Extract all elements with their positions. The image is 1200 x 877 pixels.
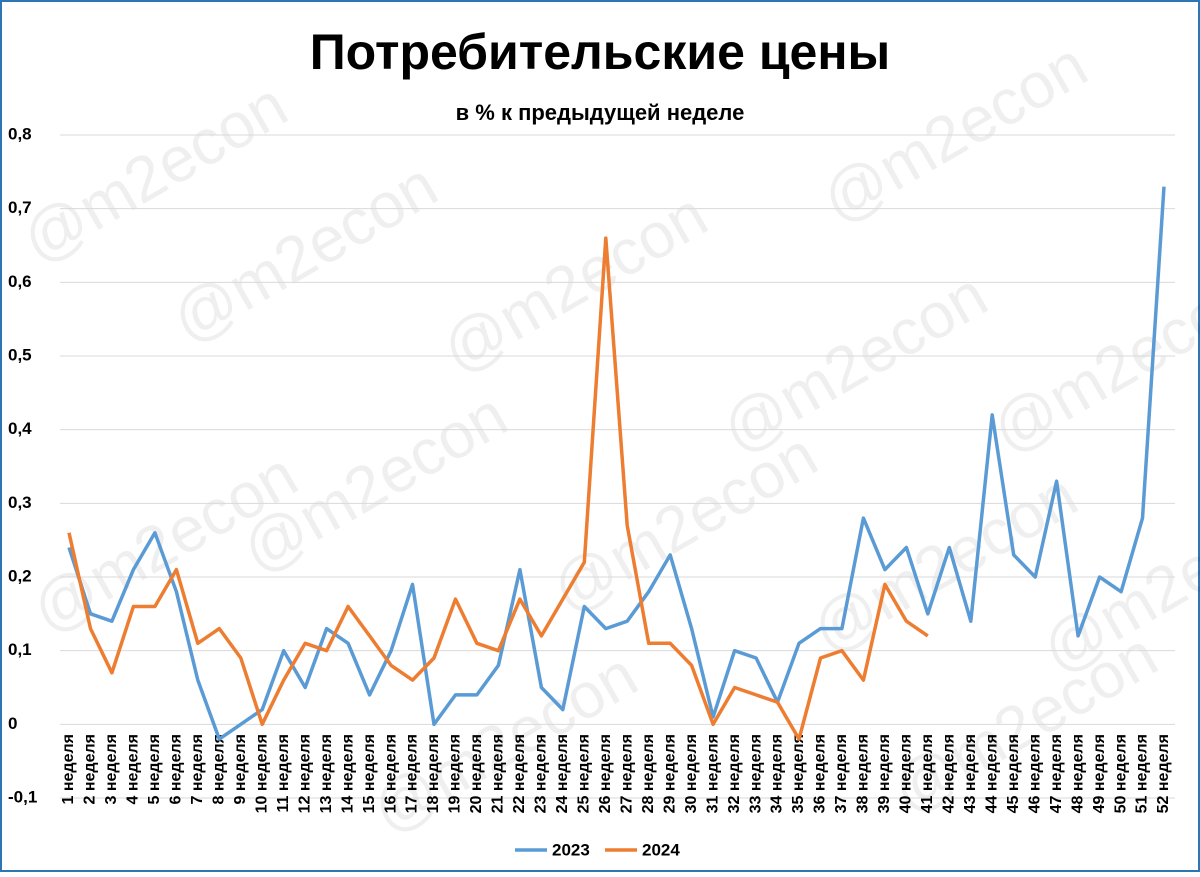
series-line <box>67 236 929 741</box>
x-tick-label: 11 неделя <box>275 734 292 812</box>
x-tick-label: 27 неделя <box>618 734 635 813</box>
x-tick-label: 33 неделя <box>747 734 764 813</box>
y-tick-label: 0,7 <box>8 198 32 217</box>
x-tick-label: 40 неделя <box>898 734 915 813</box>
x-tick-label: 16 неделя <box>382 734 399 813</box>
x-tick-label: 10 неделя <box>253 734 270 813</box>
x-tick-label: 47 неделя <box>1048 734 1065 813</box>
x-tick-label: 32 неделя <box>726 734 743 813</box>
y-tick-label: 0,1 <box>8 640 32 659</box>
x-tick-label: 13 неделя <box>318 734 335 813</box>
x-tick-label: 19 неделя <box>447 734 464 813</box>
x-tick-label: 45 неделя <box>1005 734 1022 813</box>
x-tick-label: 52 неделя <box>1155 734 1172 813</box>
y-tick-label: 0,3 <box>8 493 32 512</box>
series-line <box>67 186 1166 741</box>
x-tick-label: 24 неделя <box>554 734 571 813</box>
x-tick-label: 1 неделя <box>60 734 77 804</box>
x-tick-label: 36 неделя <box>812 734 829 813</box>
x-tick-label: 22 неделя <box>511 734 528 813</box>
x-tick-label: 30 неделя <box>683 734 700 813</box>
x-tick-label: 25 неделя <box>576 734 593 813</box>
x-tick-label: 44 неделя <box>983 734 1000 813</box>
x-tick-label: 20 неделя <box>468 734 485 813</box>
x-tick-label: 49 неделя <box>1091 734 1108 813</box>
x-tick-label: 43 неделя <box>962 734 979 813</box>
x-tick-label: 37 неделя <box>833 734 850 813</box>
x-tick-label: 18 неделя <box>425 734 442 813</box>
x-tick-label: 41 неделя <box>919 734 936 813</box>
y-tick-label: 0,8 <box>8 124 32 143</box>
x-tick-label: 9 неделя <box>232 734 249 804</box>
y-tick-label: 0,4 <box>8 419 32 438</box>
x-tick-label: 8 неделя <box>211 734 228 804</box>
x-tick-label: 29 неделя <box>661 734 678 813</box>
x-tick-label: 3 неделя <box>103 734 120 804</box>
x-tick-label: 23 неделя <box>533 734 550 813</box>
x-tick-label: 31 неделя <box>704 734 721 813</box>
x-tick-label: 28 неделя <box>640 734 657 813</box>
y-tick-label: 0,6 <box>8 272 32 291</box>
x-tick-label: 17 неделя <box>404 734 421 813</box>
x-tick-label: 38 неделя <box>855 734 872 813</box>
y-tick-label: 0,5 <box>8 345 32 364</box>
x-tick-label: 26 неделя <box>597 734 614 813</box>
x-tick-label: 35 неделя <box>790 734 807 813</box>
chart-subtitle: в % к предыдущей неделе <box>456 100 745 125</box>
x-tick-label: 50 неделя <box>1112 734 1129 813</box>
x-tick-label: 4 неделя <box>125 734 142 804</box>
x-tick-label: 5 неделя <box>146 734 163 804</box>
y-tick-label: 0,2 <box>8 566 32 585</box>
x-tick-label: 14 неделя <box>339 734 356 813</box>
legend-label: 2023 <box>552 840 590 859</box>
legend-label: 2024 <box>642 840 680 859</box>
x-tick-label: 15 неделя <box>361 734 378 813</box>
x-tick-label: 51 неделя <box>1134 734 1151 813</box>
x-tick-label: 34 неделя <box>769 734 786 813</box>
x-tick-label: 21 неделя <box>490 734 507 813</box>
x-tick-label: 46 неделя <box>1026 734 1043 813</box>
y-tick-label: 0 <box>8 714 17 733</box>
x-tick-label: 48 неделя <box>1069 734 1086 813</box>
x-tick-label: 6 неделя <box>168 734 185 804</box>
y-tick-label: -0,1 <box>8 787 37 806</box>
x-tick-label: 39 неделя <box>876 734 893 813</box>
x-tick-label: 7 неделя <box>189 734 206 804</box>
x-tick-label: 12 неделя <box>296 734 313 813</box>
x-tick-label: 42 неделя <box>941 734 958 813</box>
chart-title: Потребительские цены <box>310 24 891 80</box>
x-tick-label: 2 неделя <box>82 734 99 804</box>
